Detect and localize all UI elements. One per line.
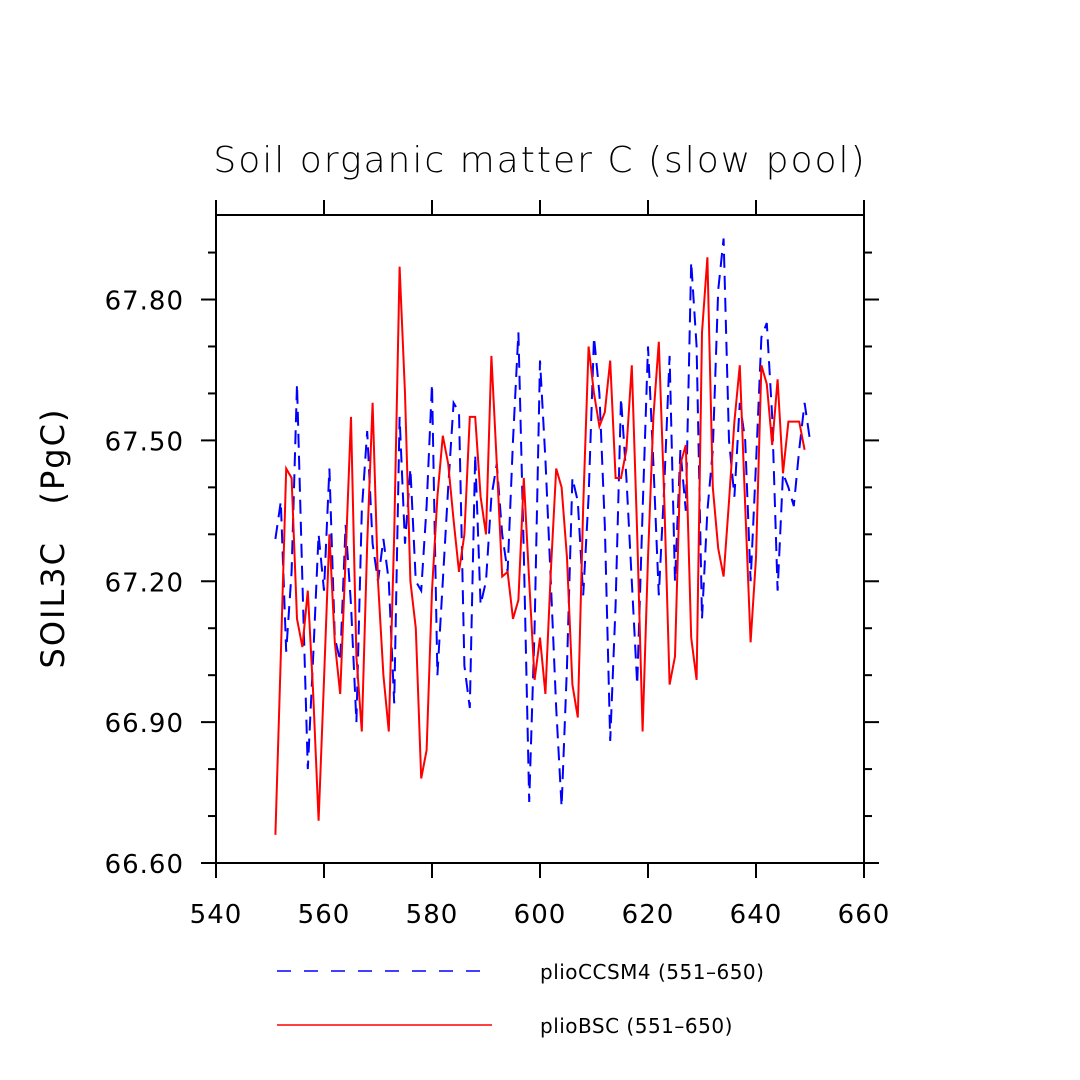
legend-label-pliocssm4: plioCCSM4 (551–650) <box>540 960 764 984</box>
minor-ticks <box>208 251 872 818</box>
x-tick-labels: 540 560 580 600 620 640 660 <box>190 900 891 930</box>
y-tick-label: 67.20 <box>105 568 184 598</box>
chart-title: Soil organic matter C (slow pool) <box>213 140 866 181</box>
series-layer <box>274 238 811 835</box>
y-tick-label: 66.90 <box>105 709 184 739</box>
x-tick-label: 580 <box>406 900 459 930</box>
y-tick-label: 66.60 <box>105 850 184 880</box>
series-line-pliocssm4 <box>274 238 811 807</box>
x-tick-label: 540 <box>190 900 243 930</box>
y-axis-label: SOIL3C (PgC) <box>34 408 72 669</box>
x-tick-label: 560 <box>298 900 351 930</box>
y-tick-label: 67.80 <box>105 287 184 317</box>
major-ticks <box>201 200 879 878</box>
y-tick-labels: 66.60 66.90 67.20 67.50 67.80 <box>105 287 184 880</box>
legend-label-pliobsc: plioBSC (551–650) <box>540 1014 733 1038</box>
legend: plioCCSM4 (551–650) plioBSC (551–650) <box>277 960 764 1038</box>
x-tick-label: 600 <box>514 900 567 930</box>
x-tick-label: 620 <box>622 900 675 930</box>
series-line-pliobsc <box>274 257 806 835</box>
y-tick-label: 67.50 <box>105 427 184 457</box>
plot-frame <box>215 214 865 864</box>
x-tick-label: 660 <box>838 900 891 930</box>
x-tick-label: 640 <box>730 900 783 930</box>
